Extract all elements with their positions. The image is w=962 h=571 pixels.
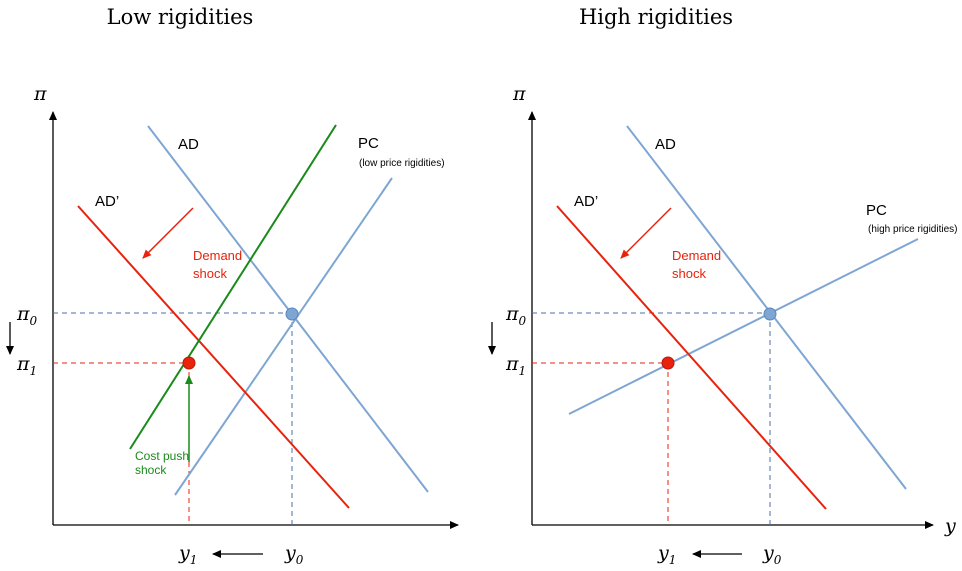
right-x-axis-label: y [944, 515, 956, 537]
right-ad-curve [626, 125, 907, 490]
left-equilibrium-1 [182, 356, 196, 370]
right-pc-label: PC [866, 202, 887, 219]
left-pi1-label: π1 [16, 353, 37, 378]
right-pi0-label: π0 [505, 303, 527, 328]
left-pc-label: PC [358, 135, 379, 152]
left-cost-push-line2: shock [135, 463, 167, 477]
right-panel: High rigidities π y AD AD’ PC (high pric… [488, 5, 957, 567]
right-pc-curve [568, 238, 919, 415]
right-pi-axis-label: π [512, 83, 526, 105]
left-shifted-pc-curve [129, 124, 337, 450]
left-panel: Low rigidities π AD AD’ PC (low price ri… [6, 5, 459, 567]
left-demand-shock-line2: shock [193, 266, 227, 281]
left-ad-label: AD [178, 136, 199, 153]
left-demand-shock-line1: Demand [193, 248, 242, 263]
right-demand-shock-line1: Demand [672, 248, 721, 263]
right-pc-note: (high price rigidities) [868, 224, 957, 235]
right-panel-title: High rigidities [579, 5, 733, 29]
right-ad-label: AD [655, 136, 676, 153]
right-demand-shock-arrow [620, 207, 672, 259]
left-pc-note: (low price rigidities) [359, 158, 445, 169]
left-ad-prime-label: AD’ [95, 193, 119, 210]
left-pc-curve [174, 177, 393, 496]
left-y1-label: y1 [178, 542, 197, 567]
left-pi0-label: π0 [16, 303, 38, 328]
right-equilibrium-1 [661, 356, 675, 370]
right-ad-prime-label: AD’ [574, 193, 598, 210]
right-y1-label: y1 [657, 542, 676, 567]
left-cost-push-line1: Cost push [135, 449, 189, 463]
left-y0-label: y0 [284, 542, 304, 567]
right-demand-shock-line2: shock [672, 266, 706, 281]
right-equilibrium-0 [763, 307, 777, 321]
left-panel-title: Low rigidities [107, 5, 254, 29]
right-ad-prime-curve [556, 205, 827, 510]
right-pi1-label: π1 [505, 353, 526, 378]
left-demand-shock-arrow [142, 207, 194, 259]
left-ad-prime-curve [77, 205, 350, 509]
right-y0-label: y0 [762, 542, 782, 567]
left-pi-axis-label: π [33, 83, 47, 105]
left-equilibrium-0 [285, 307, 299, 321]
